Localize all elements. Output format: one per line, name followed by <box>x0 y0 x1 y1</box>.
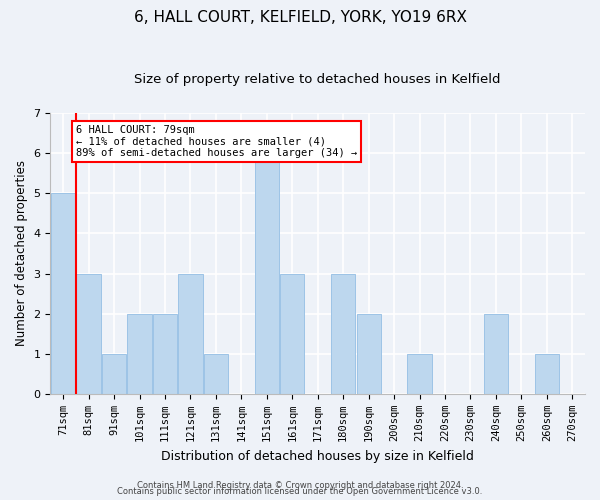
X-axis label: Distribution of detached houses by size in Kelfield: Distribution of detached houses by size … <box>161 450 474 462</box>
Text: Contains public sector information licensed under the Open Government Licence v3: Contains public sector information licen… <box>118 488 482 496</box>
Bar <box>127 314 152 394</box>
Bar <box>102 354 126 394</box>
Y-axis label: Number of detached properties: Number of detached properties <box>15 160 28 346</box>
Bar <box>280 274 304 394</box>
Bar <box>178 274 203 394</box>
Text: 6 HALL COURT: 79sqm
← 11% of detached houses are smaller (4)
89% of semi-detache: 6 HALL COURT: 79sqm ← 11% of detached ho… <box>76 125 357 158</box>
Bar <box>331 274 355 394</box>
Text: Contains HM Land Registry data © Crown copyright and database right 2024.: Contains HM Land Registry data © Crown c… <box>137 481 463 490</box>
Bar <box>254 153 279 394</box>
Text: 6, HALL COURT, KELFIELD, YORK, YO19 6RX: 6, HALL COURT, KELFIELD, YORK, YO19 6RX <box>133 10 467 25</box>
Bar <box>407 354 431 394</box>
Bar <box>76 274 101 394</box>
Bar <box>51 194 75 394</box>
Bar <box>535 354 559 394</box>
Title: Size of property relative to detached houses in Kelfield: Size of property relative to detached ho… <box>134 72 501 86</box>
Bar <box>204 354 228 394</box>
Bar <box>484 314 508 394</box>
Bar <box>356 314 381 394</box>
Bar <box>153 314 177 394</box>
